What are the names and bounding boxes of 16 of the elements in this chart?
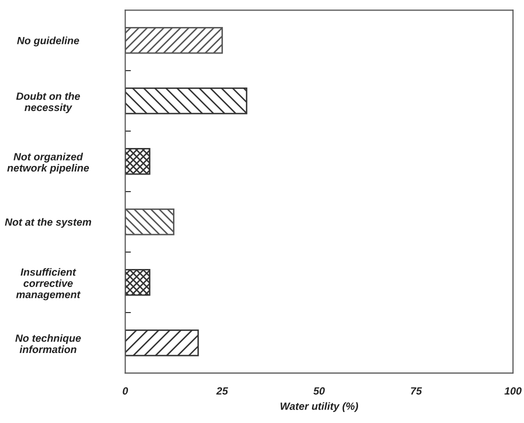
y-tick-label: No guideline xyxy=(17,36,80,46)
bar xyxy=(125,148,150,175)
x-tick-label: 100 xyxy=(504,387,522,395)
y-tick-label: Not organized network pipeline xyxy=(7,152,89,174)
y-tick-label: Insufficient corrective management xyxy=(16,268,81,300)
x-tick-label: 0 xyxy=(122,387,128,395)
y-tick-label: Not at the system xyxy=(4,218,92,228)
x-axis-title: Water utility (%) xyxy=(280,402,358,412)
y-tick-label: Doubt on the necessity xyxy=(16,92,80,114)
bar xyxy=(125,329,199,356)
y-tick-label: No technique information xyxy=(15,334,81,354)
x-tick-label: 50 xyxy=(313,387,325,395)
x-tick-label: 75 xyxy=(410,387,422,395)
x-tick-label: 25 xyxy=(216,387,228,395)
bar xyxy=(125,87,248,114)
bar xyxy=(125,268,150,296)
